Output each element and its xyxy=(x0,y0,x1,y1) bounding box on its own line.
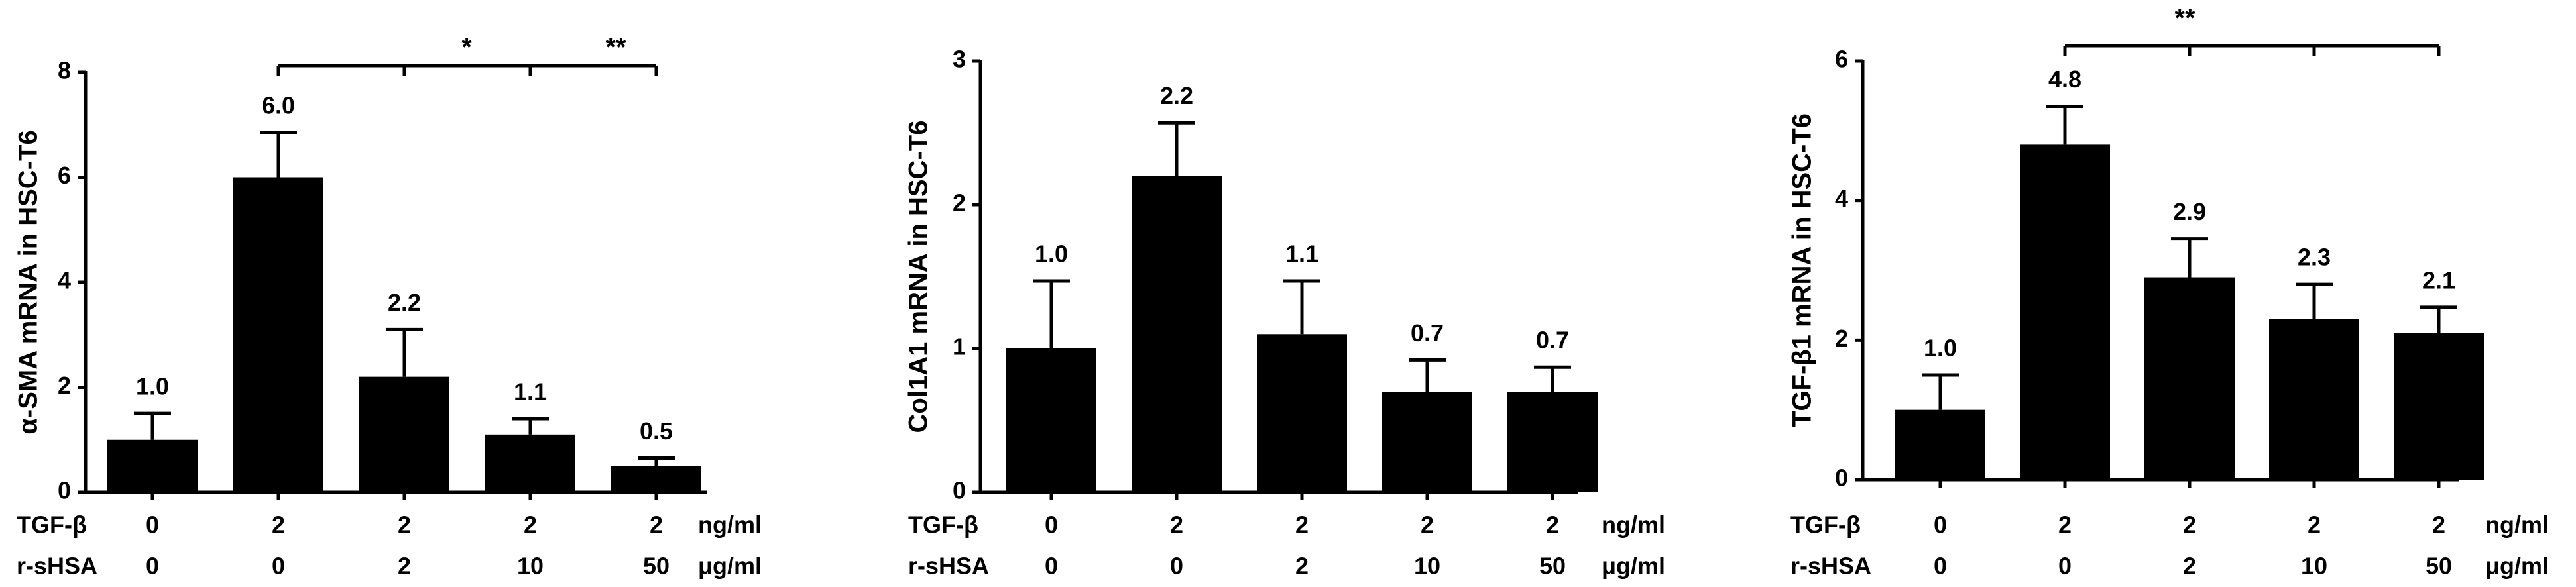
value-label: 1.0 xyxy=(136,373,169,400)
value-label: 0.7 xyxy=(1536,327,1569,354)
condition-name: TGF-β xyxy=(1790,511,1861,539)
bar xyxy=(2269,319,2359,480)
y-tick-label: 4 xyxy=(58,267,71,294)
value-label: 2.2 xyxy=(1160,82,1193,109)
condition-name: r-sHSA xyxy=(17,553,97,580)
y-tick-label: 6 xyxy=(58,162,71,189)
bar xyxy=(1507,392,1598,492)
value-label: 1.0 xyxy=(1924,335,1957,362)
condition-value: 50 xyxy=(643,553,670,580)
bar xyxy=(611,466,701,492)
condition-value: 50 xyxy=(1539,553,1566,580)
condition-value: 2 xyxy=(272,511,285,539)
bar xyxy=(1257,334,1347,492)
value-label: 1.0 xyxy=(1035,240,1068,268)
value-label: 2.3 xyxy=(2298,244,2331,271)
y-tick-label: 6 xyxy=(1835,46,1848,73)
significance-label: ** xyxy=(605,33,626,62)
condition-value: 2 xyxy=(2058,511,2072,539)
y-tick-label: 2 xyxy=(58,372,71,399)
condition-value: 2 xyxy=(1421,511,1434,539)
condition-unit: μg/ml xyxy=(698,553,762,580)
condition-value: 2 xyxy=(524,511,537,539)
bar xyxy=(107,439,198,492)
condition-name: TGF-β xyxy=(908,511,978,539)
condition-value: 0 xyxy=(1045,553,1058,580)
condition-value: 2 xyxy=(650,511,663,539)
significance-label: * xyxy=(461,33,472,62)
bar xyxy=(359,376,449,492)
y-axis-label: α-SMA mRNA in HSC-T6 xyxy=(14,130,43,434)
condition-value: 2 xyxy=(1295,511,1309,539)
y-tick-label: 2 xyxy=(953,189,966,217)
condition-value: 2 xyxy=(2183,511,2196,539)
y-tick-label: 2 xyxy=(1835,325,1848,352)
condition-value: 2 xyxy=(1170,511,1183,539)
value-label: 2.1 xyxy=(2422,266,2455,294)
value-label: 4.8 xyxy=(2048,66,2081,93)
bar xyxy=(1895,409,1985,480)
condition-unit: μg/ml xyxy=(1602,553,1665,580)
condition-value: 10 xyxy=(2301,553,2327,580)
condition-value: 0 xyxy=(1934,511,1947,539)
value-label: 2.2 xyxy=(388,289,421,316)
bar xyxy=(2144,277,2235,480)
condition-value: 2 xyxy=(2308,511,2321,539)
value-label: 6.0 xyxy=(262,92,295,119)
condition-value: 0 xyxy=(146,511,159,539)
condition-value: 2 xyxy=(398,553,411,580)
condition-value: 0 xyxy=(1045,511,1058,539)
bar xyxy=(2020,144,2110,480)
y-tick-label: 0 xyxy=(58,477,71,504)
condition-value: 0 xyxy=(1170,553,1183,580)
bar xyxy=(1132,176,1222,492)
condition-value: 10 xyxy=(517,553,544,580)
bar xyxy=(485,434,575,492)
condition-value: 2 xyxy=(2432,511,2445,539)
condition-name: TGF-β xyxy=(17,511,87,539)
significance-label: ** xyxy=(2174,4,2195,33)
value-label: 0.5 xyxy=(640,417,673,445)
value-label: 2.9 xyxy=(2173,198,2206,225)
condition-name: r-sHSA xyxy=(1790,553,1871,580)
condition-value: 2 xyxy=(1295,553,1309,580)
condition-value: 0 xyxy=(2058,553,2072,580)
y-tick-label: 0 xyxy=(1835,464,1848,492)
condition-value: 50 xyxy=(2426,553,2452,580)
value-label: 1.1 xyxy=(514,378,547,405)
bar xyxy=(2394,333,2484,480)
condition-value: 2 xyxy=(2183,553,2196,580)
condition-unit: μg/ml xyxy=(2485,553,2549,580)
y-tick-label: 1 xyxy=(953,333,966,360)
condition-unit: ng/ml xyxy=(2485,511,2549,539)
bar xyxy=(233,177,323,492)
value-label: 0.7 xyxy=(1411,319,1444,347)
condition-unit: ng/ml xyxy=(1602,511,1665,539)
bar xyxy=(1382,392,1472,492)
condition-value: 0 xyxy=(1934,553,1947,580)
value-label: 1.1 xyxy=(1285,240,1318,268)
condition-value: 2 xyxy=(1546,511,1559,539)
condition-unit: ng/ml xyxy=(698,511,762,539)
y-tick-label: 4 xyxy=(1835,185,1848,212)
condition-value: 0 xyxy=(272,553,285,580)
y-axis-label: Col1A1 mRNA in HSC-T6 xyxy=(904,121,933,433)
y-tick-label: 0 xyxy=(953,477,966,504)
y-tick-label: 3 xyxy=(953,46,966,73)
y-tick-label: 8 xyxy=(58,57,71,84)
condition-value: 10 xyxy=(1414,553,1440,580)
condition-value: 0 xyxy=(146,553,159,580)
y-axis-label: TGF-β1 mRNA in HSC-T6 xyxy=(1788,113,1817,427)
condition-name: r-sHSA xyxy=(908,553,989,580)
bar xyxy=(1006,348,1096,492)
condition-value: 2 xyxy=(398,511,411,539)
